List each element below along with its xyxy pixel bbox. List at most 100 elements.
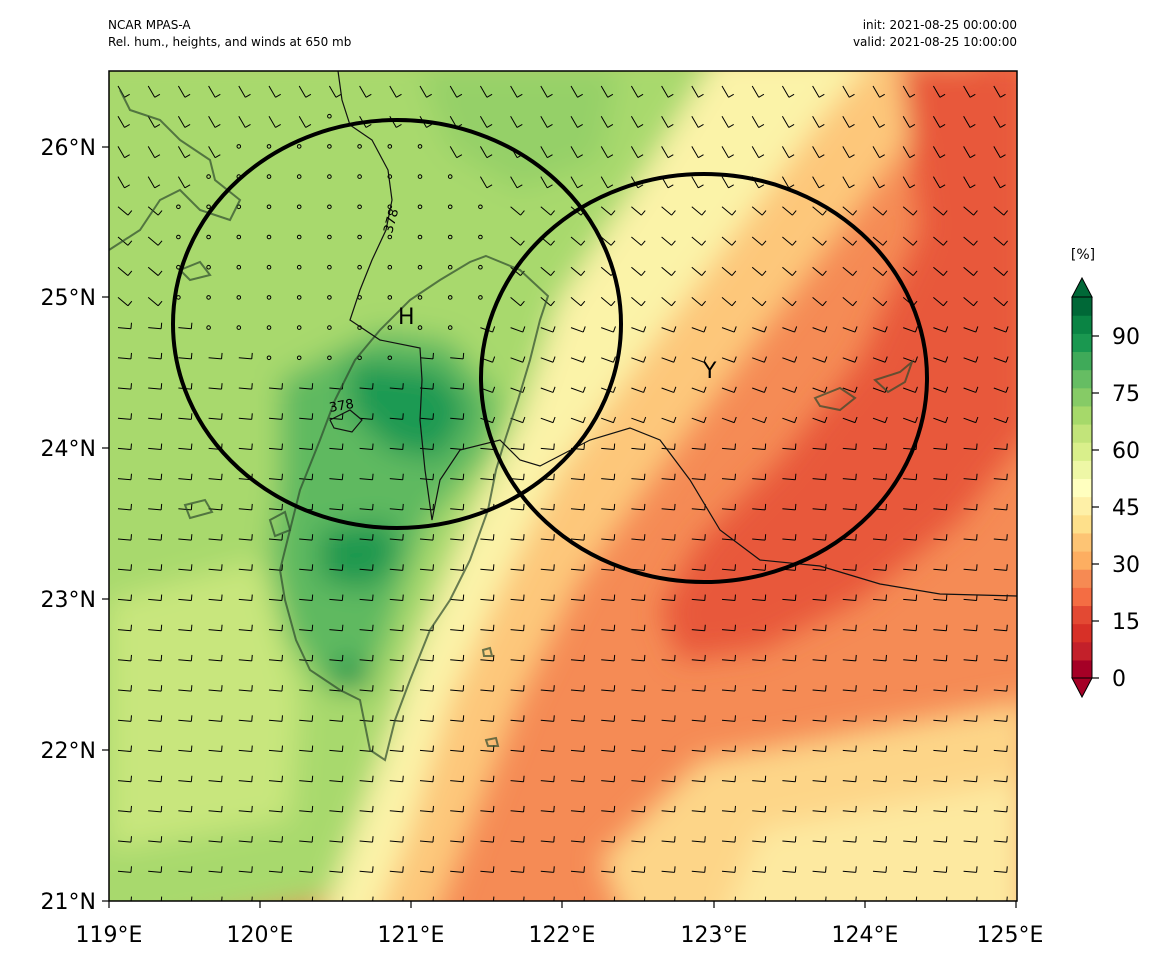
wind-barb — [419, 85, 432, 98]
wind-barb — [206, 204, 211, 210]
wind-barb — [178, 624, 193, 632]
wind-barb — [298, 85, 312, 98]
wind-barb — [601, 326, 616, 333]
wind-barb — [661, 715, 676, 722]
wind-barb — [721, 266, 737, 276]
wind-barb — [872, 443, 887, 451]
wind-barb — [751, 146, 765, 159]
wind-barb — [782, 896, 797, 901]
wind-barb — [993, 836, 1008, 843]
wind-barb — [268, 503, 283, 511]
wind-barb — [208, 564, 223, 571]
colorbar-tick-label: 60 — [1112, 439, 1140, 464]
wind-barb — [208, 594, 223, 602]
wind-barb — [359, 594, 374, 602]
wind-barb — [903, 715, 918, 722]
wind-barb — [419, 654, 434, 662]
wind-barb — [691, 594, 706, 602]
wind-barb — [357, 234, 362, 240]
wind-barb — [933, 866, 948, 873]
wind-barb — [933, 896, 948, 901]
wind-barb — [327, 113, 332, 119]
wind-barb — [782, 386, 798, 393]
wind-barb — [540, 715, 555, 722]
wind-barb — [570, 326, 586, 333]
wind-barb — [510, 236, 525, 246]
wind-barb — [631, 896, 646, 901]
wind-barb — [812, 356, 828, 363]
wind-barb — [327, 234, 332, 240]
wind-barb — [296, 355, 302, 361]
wind-barb — [148, 473, 163, 481]
wind-barb — [872, 836, 887, 843]
wind-barb — [993, 115, 1006, 128]
wind-barb — [299, 745, 314, 753]
wind-barb — [117, 866, 132, 873]
wind-barb — [842, 715, 857, 722]
wind-barb — [479, 146, 493, 159]
wind-barb — [933, 805, 948, 813]
wind-barb — [752, 745, 767, 753]
wind-barb — [389, 443, 404, 451]
wind-barb — [963, 685, 978, 692]
wind-barb — [752, 443, 767, 451]
wind-barb — [357, 144, 362, 149]
wind-barb — [812, 866, 827, 873]
wind-barb — [782, 654, 797, 662]
wind-barb — [540, 356, 556, 363]
wind-barb — [812, 715, 827, 722]
wind-barb — [842, 236, 857, 246]
wind-barb — [117, 594, 132, 602]
wind-barb — [601, 443, 616, 451]
wind-barb — [842, 805, 857, 813]
colorbar-extend-min — [1071, 677, 1093, 699]
wind-barb — [540, 386, 556, 393]
wind-barb — [419, 715, 434, 722]
wind-barb — [993, 715, 1008, 722]
wind-barb — [266, 355, 272, 361]
wind-barb — [963, 176, 976, 189]
wind-barb — [932, 176, 946, 189]
colorbar-frame — [1071, 296, 1093, 679]
wind-barb — [238, 534, 253, 541]
wind-barb — [630, 85, 644, 98]
wind-barb — [601, 805, 616, 813]
wind-barb — [327, 295, 332, 300]
wind-barb — [178, 413, 193, 420]
wind-barb — [691, 745, 706, 753]
wind-barb — [177, 115, 191, 128]
wind-barb — [389, 85, 402, 98]
time-block: init: 2021-08-25 00:00:00 valid: 2021-08… — [853, 17, 1017, 51]
wind-barb — [510, 356, 526, 363]
wind-barb — [721, 356, 737, 363]
wind-barb — [238, 745, 253, 753]
wind-barb — [387, 144, 393, 149]
wind-barb — [902, 85, 916, 98]
wind-barb — [993, 866, 1008, 873]
wind-barb — [873, 896, 887, 901]
wind-barb — [933, 745, 948, 753]
colorbar-segment — [1072, 659, 1092, 679]
wind-barb — [842, 473, 857, 481]
wind-barb — [147, 146, 161, 159]
contour-378-south — [329, 409, 363, 433]
wind-barb — [782, 624, 797, 632]
wind-barb — [236, 144, 242, 149]
colorbar-segment — [1072, 387, 1092, 407]
wind-barb — [206, 325, 211, 330]
wind-barb — [478, 295, 483, 300]
wind-barb — [268, 745, 283, 753]
wind-barb — [903, 896, 918, 901]
wind-barb — [993, 146, 1006, 159]
wind-barb — [570, 715, 585, 722]
wind-barb — [359, 866, 374, 873]
wind-barb — [601, 473, 616, 481]
wind-barb — [752, 503, 767, 511]
wind-barb — [631, 775, 646, 783]
wind-barb — [721, 866, 736, 873]
wind-barb — [208, 805, 223, 813]
init-time: init: 2021-08-25 00:00:00 — [862, 18, 1017, 32]
wind-barb — [208, 473, 223, 481]
wind-barb — [872, 416, 888, 424]
